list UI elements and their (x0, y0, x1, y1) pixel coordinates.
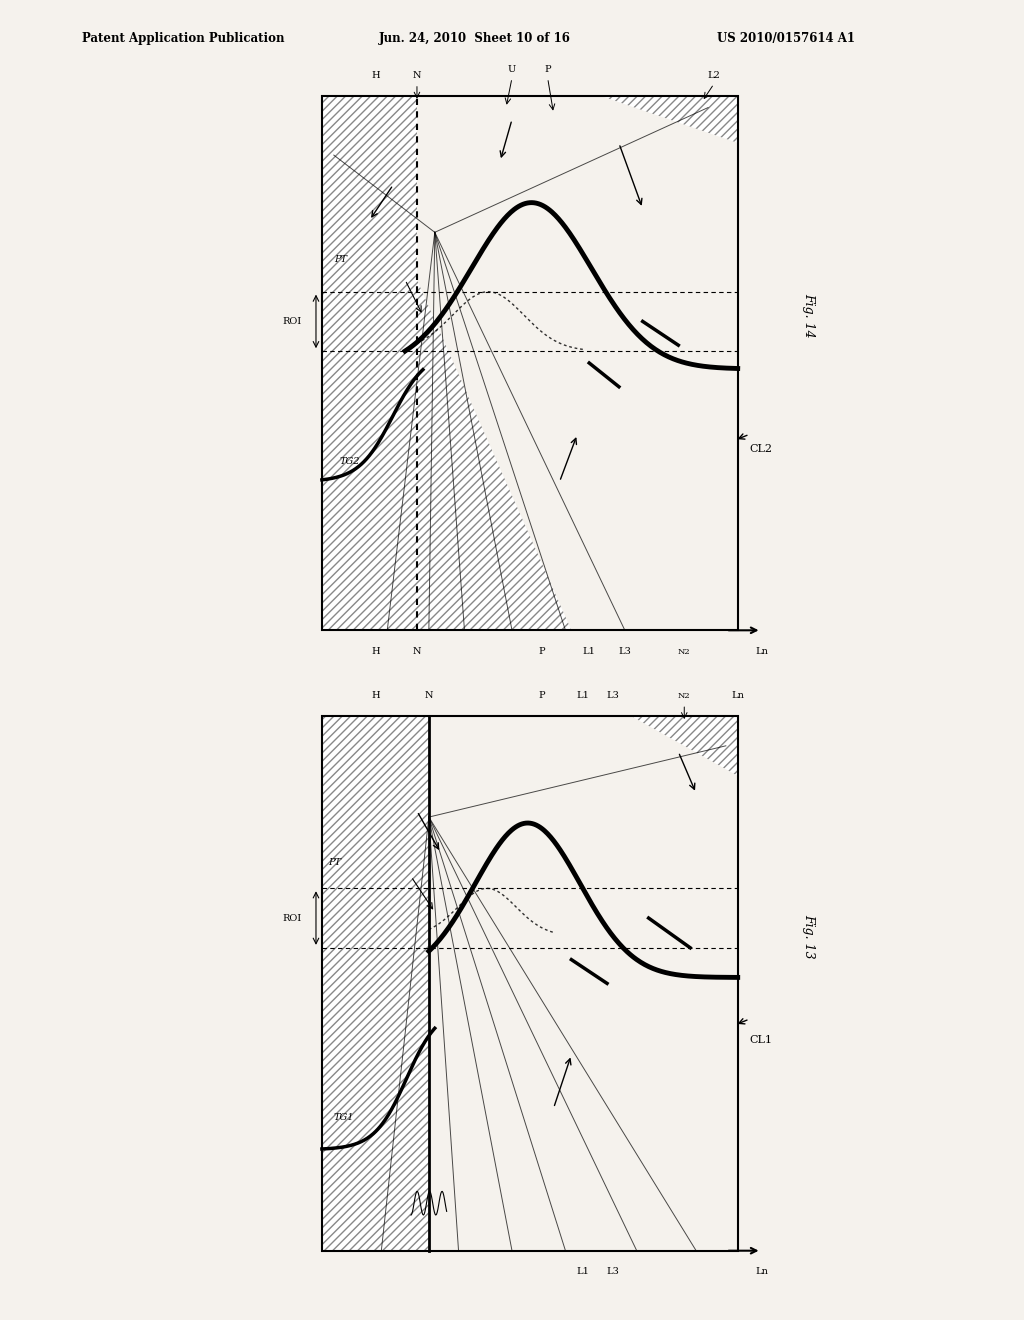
Text: N: N (413, 647, 421, 656)
Polygon shape (601, 95, 737, 143)
Text: L2: L2 (708, 71, 721, 81)
Text: PT: PT (328, 858, 341, 867)
Text: Fig. 14: Fig. 14 (803, 293, 815, 338)
Polygon shape (322, 715, 429, 1251)
Text: ROI: ROI (283, 913, 302, 923)
Text: CL1: CL1 (750, 1035, 772, 1045)
Text: TG2: TG2 (340, 457, 360, 466)
Text: Ln: Ln (755, 647, 768, 656)
Text: PT: PT (334, 255, 347, 264)
Text: P: P (539, 647, 545, 656)
Text: H: H (371, 647, 380, 656)
Text: US 2010/0157614 A1: US 2010/0157614 A1 (717, 32, 855, 45)
Text: U: U (508, 65, 516, 74)
Text: L1: L1 (577, 1267, 590, 1276)
Text: Jun. 24, 2010  Sheet 10 of 16: Jun. 24, 2010 Sheet 10 of 16 (379, 32, 570, 45)
Bar (322, 95, 737, 630)
Text: L1: L1 (583, 647, 596, 656)
Text: Patent Application Publication: Patent Application Publication (82, 32, 285, 45)
Text: N: N (425, 692, 433, 701)
Text: TG1: TG1 (334, 1113, 354, 1122)
Text: N: N (413, 71, 421, 81)
Text: H: H (371, 71, 380, 81)
Text: CL2: CL2 (750, 444, 772, 454)
Bar (322, 715, 737, 1251)
Polygon shape (631, 715, 737, 776)
Text: L3: L3 (606, 692, 620, 701)
Text: P: P (539, 692, 545, 701)
Text: Ln: Ln (755, 1267, 768, 1276)
Text: P: P (545, 65, 551, 74)
Text: ROI: ROI (283, 317, 302, 326)
Text: Ln: Ln (731, 692, 744, 701)
Text: Fig. 13: Fig. 13 (803, 913, 815, 958)
Text: N2: N2 (678, 648, 690, 656)
Text: L3: L3 (618, 647, 632, 656)
Text: H: H (371, 692, 380, 701)
Text: N2: N2 (678, 692, 690, 701)
Text: L1: L1 (577, 692, 590, 701)
Text: L3: L3 (606, 1267, 620, 1276)
Polygon shape (322, 95, 571, 630)
